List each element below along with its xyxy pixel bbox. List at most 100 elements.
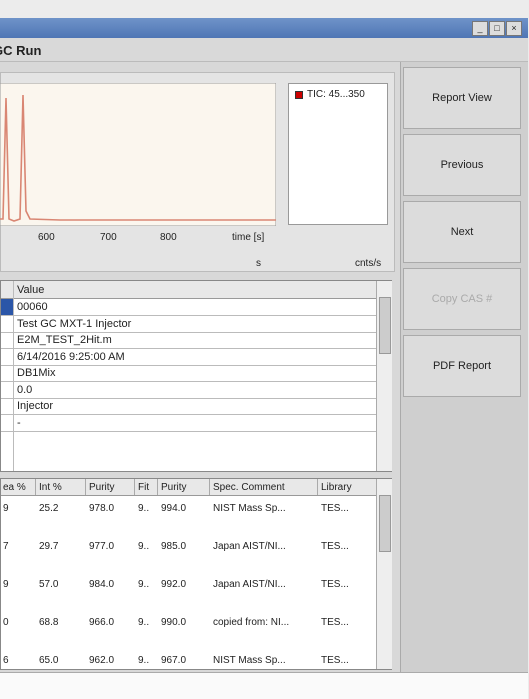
scroll-thumb	[379, 495, 391, 552]
row-line	[1, 414, 376, 415]
header-cell	[1, 281, 376, 299]
button: Copy CAS #	[403, 268, 521, 330]
cell: 977.0	[89, 541, 115, 552]
chromatogram	[0, 83, 276, 226]
window-heading: GC Run	[0, 43, 42, 58]
row-line	[1, 397, 376, 399]
window-controls: _ □ ×	[472, 21, 522, 36]
x-tick-label: 700	[100, 232, 117, 243]
x-axis-label: time [s]	[232, 232, 265, 243]
column-line	[35, 479, 36, 495]
cell: Japan AIST/NI...	[213, 579, 286, 590]
column-line	[134, 479, 135, 495]
cell: 967.0	[161, 655, 187, 666]
column-line	[85, 479, 86, 495]
legend-label: TIC: 45...350	[307, 89, 365, 100]
scrollbar	[376, 479, 392, 669]
header-row	[1, 479, 376, 496]
info-table: Value 00060 Test GC MXT-1 Injector E2M_TEST…	[0, 280, 392, 472]
column-header: Spec. Comment	[213, 482, 285, 493]
row-line	[1, 430, 376, 432]
row-line	[1, 381, 376, 382]
hits-table: ea % Int % Purity Fit Purity Spec. Comment Lib…	[0, 478, 392, 670]
cell: 978.0	[89, 503, 115, 514]
cell: TES...	[321, 541, 349, 552]
cell: 9..	[138, 617, 150, 628]
minimize-button[interactable]: _	[472, 21, 488, 36]
cell: 984.0	[89, 579, 115, 590]
cell: 990.0	[161, 617, 187, 628]
row-marker	[1, 299, 13, 315]
column-header: ea %	[3, 482, 26, 493]
column-header: Purity	[161, 482, 187, 493]
x-tick-label: 800	[160, 232, 177, 243]
row-line	[1, 331, 376, 333]
cell: TES...	[321, 579, 349, 590]
column-header: Int %	[39, 482, 62, 493]
cell: copied from: NI...	[213, 617, 290, 628]
cell: 29.7	[39, 541, 59, 552]
cell: DB1Mix	[17, 367, 56, 379]
button[interactable]: Report View	[403, 67, 521, 129]
cell: Injector	[17, 400, 54, 412]
unit-label: cnts/s	[355, 258, 382, 269]
button[interactable]: Next	[403, 201, 521, 263]
cell: 962.0	[89, 655, 115, 666]
row-line	[1, 364, 376, 366]
cell: 6	[3, 655, 9, 666]
cell: 68.8	[39, 617, 59, 628]
column-header: Fit	[138, 482, 150, 493]
cell: 9..	[138, 655, 150, 666]
cell: 7	[3, 541, 9, 552]
cell: E2M_TEST_2Hit.m	[17, 334, 112, 346]
title-bar: _ □ ×	[0, 18, 528, 38]
cell: 0.0	[17, 383, 33, 396]
x-tick-label: 600	[38, 232, 55, 243]
cell: 992.0	[161, 579, 187, 590]
cell: 6/14/2016 9:25:00 AM	[17, 350, 125, 363]
cell: 25.2	[39, 503, 59, 514]
cell: TES...	[321, 503, 349, 514]
cell: Test GC MXT-1 Injector	[17, 317, 132, 330]
cell: NIST Mass Sp...	[213, 655, 286, 666]
cell: 57.0	[39, 579, 59, 590]
cell: 994.0	[161, 503, 187, 514]
column-header: Library	[321, 482, 352, 493]
column-line	[209, 479, 210, 495]
row-line	[1, 348, 376, 349]
cell: 985.0	[161, 541, 187, 552]
unit-label: s	[256, 258, 261, 269]
button[interactable]: PDF Report	[403, 335, 521, 397]
maximize-button[interactable]: □	[489, 21, 505, 36]
cell: 9..	[138, 541, 150, 552]
cell: NIST Mass Sp...	[213, 503, 286, 514]
cell: 0	[3, 617, 9, 628]
cell: 9	[3, 579, 9, 590]
column-header: Value	[17, 284, 45, 296]
tic-trace	[0, 94, 276, 222]
cell: -	[17, 416, 21, 429]
cell: 00060	[17, 301, 48, 313]
legend-swatch	[295, 91, 303, 99]
cell: 966.0	[89, 617, 115, 628]
cell: 9..	[138, 579, 150, 590]
column-line	[157, 479, 158, 495]
column-line	[317, 479, 318, 495]
plot-area	[0, 83, 276, 226]
cell: TES...	[321, 617, 349, 628]
legend-box: TIC: 45...350	[288, 83, 388, 225]
button[interactable]: Previous	[403, 134, 521, 196]
column-line	[13, 281, 14, 471]
close-button[interactable]: ×	[506, 21, 522, 36]
column-header: Purity	[89, 482, 115, 493]
scroll-thumb	[379, 297, 391, 354]
cell: 65.0	[39, 655, 59, 666]
cell: TES...	[321, 655, 349, 666]
status-bar	[0, 672, 528, 699]
cell: Japan AIST/NI...	[213, 541, 286, 552]
cell: 9	[3, 503, 9, 514]
row-line	[1, 315, 376, 316]
scrollbar	[376, 281, 392, 471]
cell: 9..	[138, 503, 150, 514]
